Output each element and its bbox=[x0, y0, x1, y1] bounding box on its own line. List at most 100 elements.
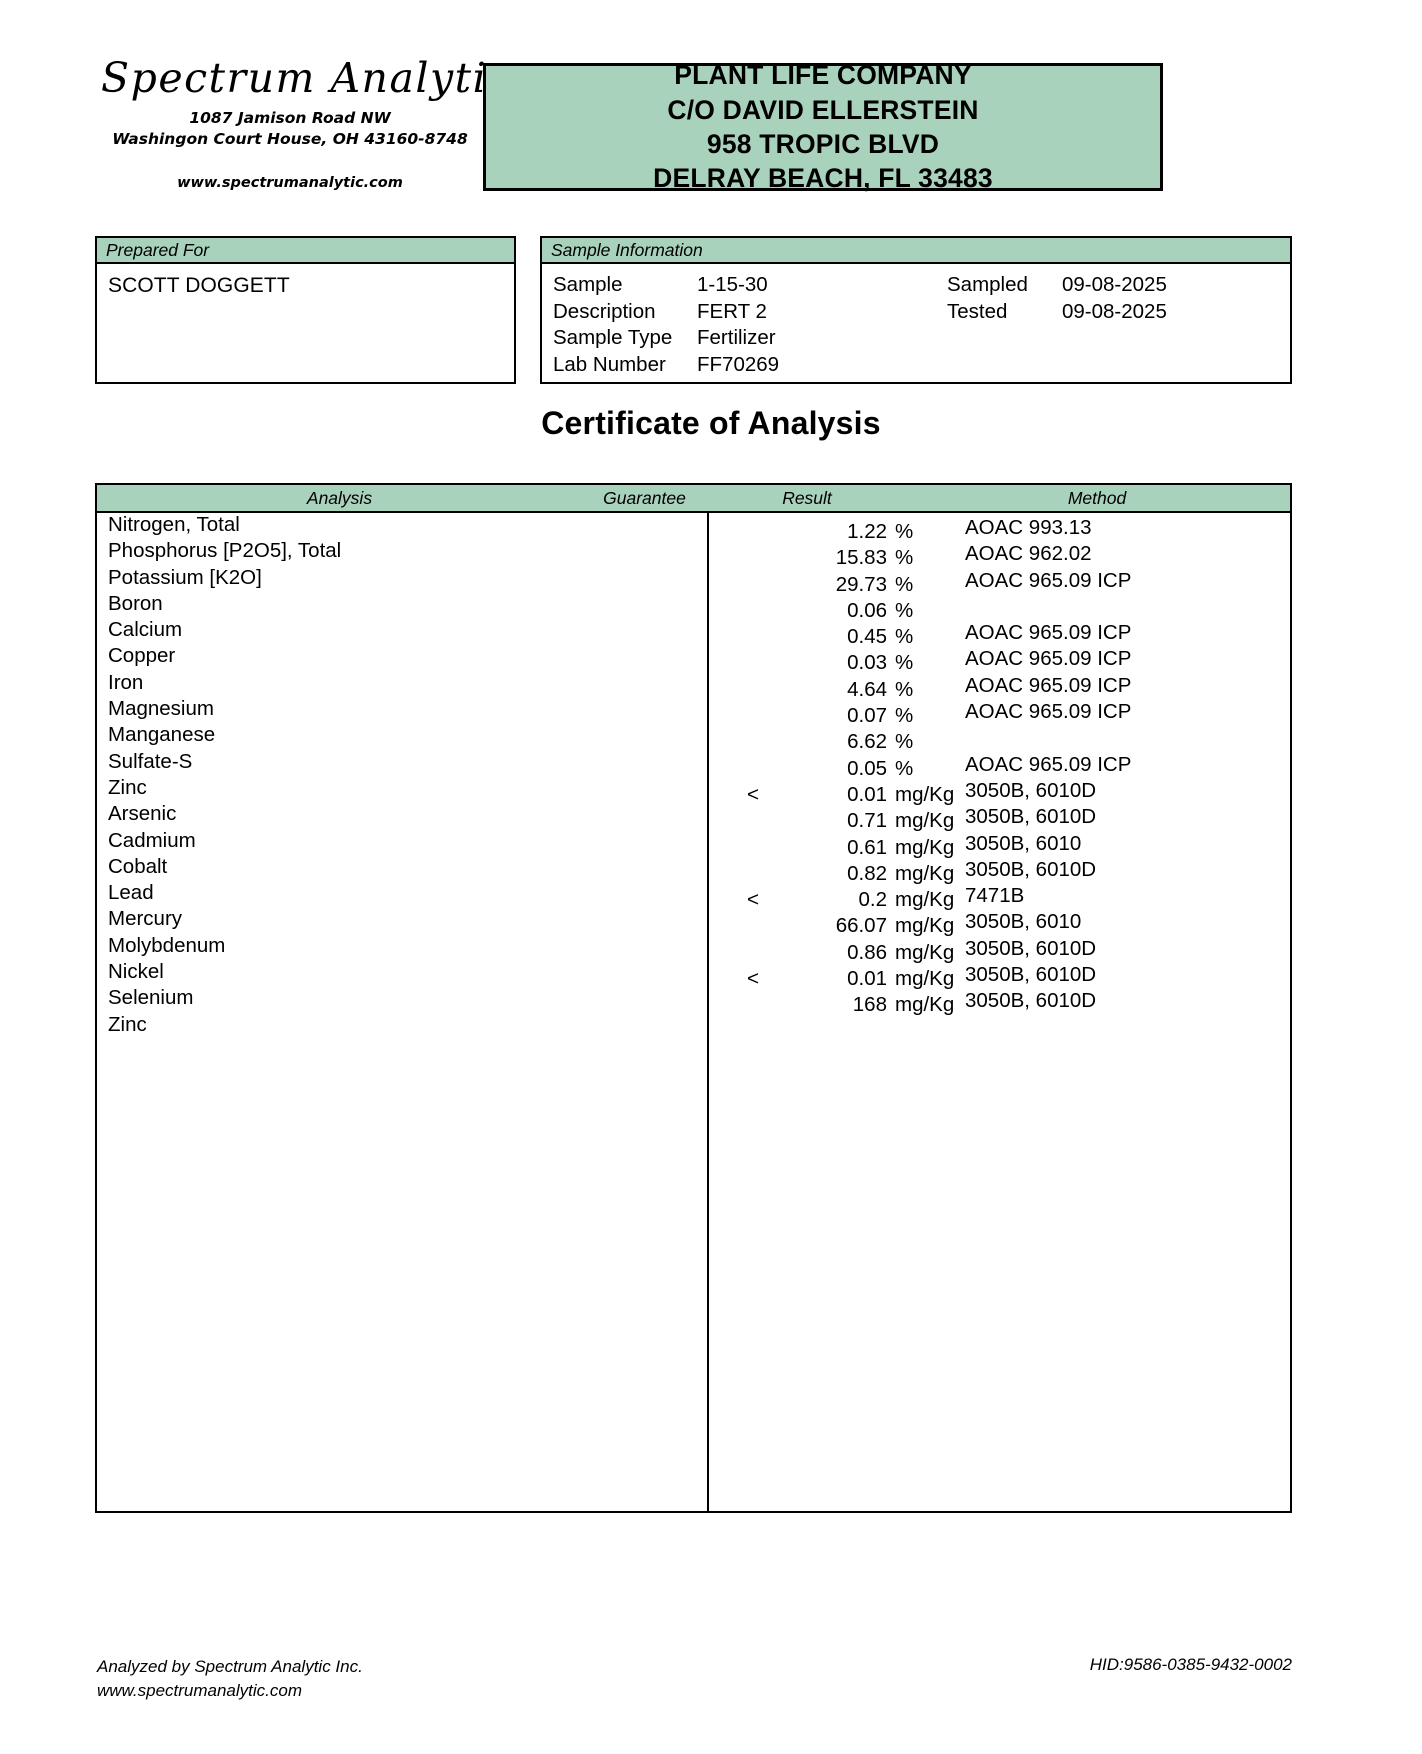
lab-branding: Spectrum Analytic 1087 Jamison Road NW W… bbox=[95, 54, 512, 191]
table-row: Lead <0.2 mg/Kg 7471B bbox=[97, 881, 1290, 911]
cell-analysis: Sulfate-S bbox=[108, 749, 193, 773]
client-city-state-zip: DELRAY BEACH, FL 33483 bbox=[653, 163, 993, 194]
sample-info-row: Lab Number FF70269 bbox=[542, 353, 1290, 380]
column-header-guarantee: Guarantee bbox=[603, 488, 686, 508]
cell-unit: % bbox=[895, 756, 914, 780]
table-row: Zinc <0.01 mg/Kg 3050B, 6010D bbox=[97, 776, 1290, 806]
cell-unit: % bbox=[895, 704, 914, 728]
cell-unit: mg/Kg bbox=[895, 888, 955, 912]
tested-date: 09-08-2025 bbox=[1062, 299, 1167, 323]
table-row: Copper 0.03% AOAC 965.09 ICP bbox=[97, 644, 1290, 674]
cell-unit: mg/Kg bbox=[895, 967, 955, 991]
cell-result: 6.62 bbox=[847, 730, 887, 754]
lab-website: www.spectrumanalytic.com bbox=[177, 174, 403, 191]
results-table-body: Nitrogen, Total 1.22% AOAC 993.13 Phosphoru… bbox=[97, 513, 1290, 1511]
cell-result: 0.2 bbox=[858, 888, 888, 912]
cell-analysis: Zinc bbox=[108, 1012, 147, 1036]
cell-unit: mg/Kg bbox=[895, 782, 955, 806]
sample-information-caption: Sample Information bbox=[542, 238, 1290, 264]
cell-analysis: Selenium bbox=[108, 986, 194, 1010]
cell-unit: mg/Kg bbox=[895, 993, 955, 1017]
table-row: Selenium 168 mg/Kg 3050B, 6010D bbox=[97, 986, 1290, 1016]
cell-result: 0.82 bbox=[847, 861, 887, 885]
tested-label: Tested bbox=[947, 299, 1008, 323]
cell-result: 15.83 bbox=[835, 546, 887, 570]
cell-method: 3050B, 6010D bbox=[965, 963, 1097, 987]
table-row: Potassium [K2O] 29.73% AOAC 965.09 ICP bbox=[97, 565, 1290, 596]
cell-analysis: Nickel bbox=[108, 960, 164, 984]
cell-unit: % bbox=[895, 598, 914, 622]
cell-method: AOAC 962.02 bbox=[965, 542, 1092, 566]
hid-code: HID:9586-0385-9432-0002 bbox=[1089, 1655, 1292, 1674]
cell-result: 29.73 bbox=[835, 572, 887, 596]
cell-analysis: Mercury bbox=[108, 907, 183, 931]
cell-unit: % bbox=[895, 677, 914, 701]
table-row: Arsenic 0.71 mg/Kg 3050B, 6010D bbox=[97, 802, 1290, 832]
cell-result: 0.86 bbox=[847, 940, 887, 964]
lab-address-line2: Washingon Court House, OH 43160-8748 bbox=[112, 130, 468, 149]
cell-analysis: Iron bbox=[108, 670, 144, 694]
column-header-method: Method bbox=[1067, 488, 1127, 508]
table-row: Mercury 66.07 mg/Kg 3050B, 6010 bbox=[97, 907, 1290, 937]
cell-result: 0.45 bbox=[847, 625, 887, 649]
table-row: Nickel <0.01 mg/Kg 3050B, 6010D bbox=[97, 960, 1290, 990]
analyzed-by-text: Analyzed by Spectrum Analytic Inc. bbox=[97, 1657, 363, 1676]
cell-analysis: Nitrogen, Total bbox=[108, 513, 240, 536]
cell-result: 1.22 bbox=[847, 520, 887, 543]
cell-method: AOAC 965.09 ICP bbox=[965, 752, 1132, 776]
cell-method: 3050B, 6010D bbox=[965, 778, 1097, 802]
sample-info-row: Description FERT 2 Tested 09-08-2025 bbox=[542, 300, 1290, 327]
table-row: Cobalt 0.82 mg/Kg 3050B, 6010D bbox=[97, 855, 1290, 885]
cell-method: 3050B, 6010D bbox=[965, 936, 1097, 960]
table-row: Magnesium 0.07% AOAC 965.09 ICP bbox=[97, 697, 1290, 727]
cell-analysis: Potassium [K2O] bbox=[108, 565, 262, 589]
table-row: Cadmium 0.61 mg/Kg 3050B, 6010 bbox=[97, 829, 1290, 859]
cell-unit: % bbox=[895, 625, 914, 649]
cell-unit: % bbox=[895, 572, 914, 596]
sampled-date: 09-08-2025 bbox=[1062, 273, 1167, 296]
cell-result: 66.07 bbox=[835, 914, 887, 938]
cell-analysis: Calcium bbox=[108, 618, 183, 642]
column-divider bbox=[707, 513, 709, 1511]
cell-less-than: < bbox=[747, 967, 759, 991]
cell-result: 0.71 bbox=[847, 809, 887, 833]
client-address-box: PLANT LIFE COMPANY C/O DAVID ELLERSTEIN … bbox=[483, 60, 1163, 193]
cell-analysis: Magnesium bbox=[108, 697, 214, 721]
sample-label: Sample bbox=[553, 273, 623, 296]
cell-method: AOAC 965.09 ICP bbox=[965, 621, 1132, 645]
table-row: Boron 0.06% bbox=[97, 592, 1290, 622]
table-row: Zinc bbox=[97, 1013, 1290, 1039]
description-value: FERT 2 bbox=[697, 299, 767, 323]
cell-unit: mg/Kg bbox=[895, 940, 955, 964]
cell-method: AOAC 965.09 ICP bbox=[965, 700, 1132, 724]
cell-result: 0.61 bbox=[847, 835, 887, 859]
cell-method: AOAC 993.13 bbox=[965, 516, 1092, 539]
description-label: Description bbox=[553, 299, 656, 323]
lab-address: 1087 Jamison Road NW Washingon Court Hou… bbox=[95, 108, 485, 151]
cell-method: 3050B, 6010D bbox=[965, 857, 1097, 881]
cell-method: 3050B, 6010 bbox=[965, 831, 1082, 855]
lab-logo-wordmark: Spectrum Analytic bbox=[101, 54, 512, 102]
lab-number-value: FF70269 bbox=[697, 352, 780, 376]
cell-method: 3050B, 6010 bbox=[965, 910, 1082, 934]
table-row: Molybdenum 0.86 mg/Kg 3050B, 6010D bbox=[97, 934, 1290, 964]
cell-analysis: Lead bbox=[108, 881, 154, 905]
cell-result: 0.01 bbox=[847, 782, 887, 806]
sample-info-row: Sample 1-15-30 Sampled 09-08-2025 bbox=[542, 273, 1290, 300]
cell-result: 4.64 bbox=[847, 677, 887, 701]
cell-less-than: < bbox=[747, 888, 759, 912]
page-header: Spectrum Analytic 1087 Jamison Road NW W… bbox=[95, 58, 1327, 198]
cell-method: AOAC 965.09 ICP bbox=[965, 647, 1132, 671]
cell-unit: % bbox=[895, 651, 914, 675]
cell-result: 0.01 bbox=[847, 967, 887, 991]
sample-info-row: Sample Type Fertilizer bbox=[542, 326, 1290, 353]
table-row: Sulfate-S 0.05% AOAC 965.09 ICP bbox=[97, 749, 1290, 780]
table-row: Manganese 6.62% bbox=[97, 723, 1290, 753]
cell-method: 3050B, 6010D bbox=[965, 989, 1097, 1013]
page-title: Certificate of Analysis bbox=[541, 405, 881, 441]
table-row: Phosphorus [P2O5], Total 15.83% AOAC 962.0… bbox=[97, 539, 1290, 569]
prepared-for-name: SCOTT DOGGETT bbox=[108, 274, 290, 297]
cell-unit: mg/Kg bbox=[895, 914, 955, 938]
table-row: Nitrogen, Total 1.22% AOAC 993.13 bbox=[97, 513, 1290, 543]
